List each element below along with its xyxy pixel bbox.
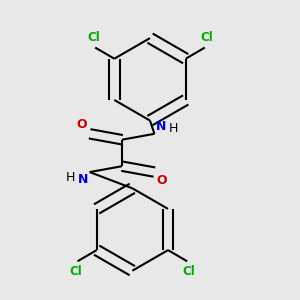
Text: N: N <box>78 173 88 186</box>
Text: O: O <box>77 118 87 131</box>
Text: Cl: Cl <box>70 265 83 278</box>
Text: Cl: Cl <box>87 31 100 44</box>
Text: N: N <box>156 120 166 133</box>
Text: H: H <box>66 171 76 184</box>
Text: H: H <box>169 122 178 135</box>
Text: Cl: Cl <box>182 265 195 278</box>
Text: O: O <box>157 174 167 188</box>
Text: Cl: Cl <box>200 31 213 44</box>
